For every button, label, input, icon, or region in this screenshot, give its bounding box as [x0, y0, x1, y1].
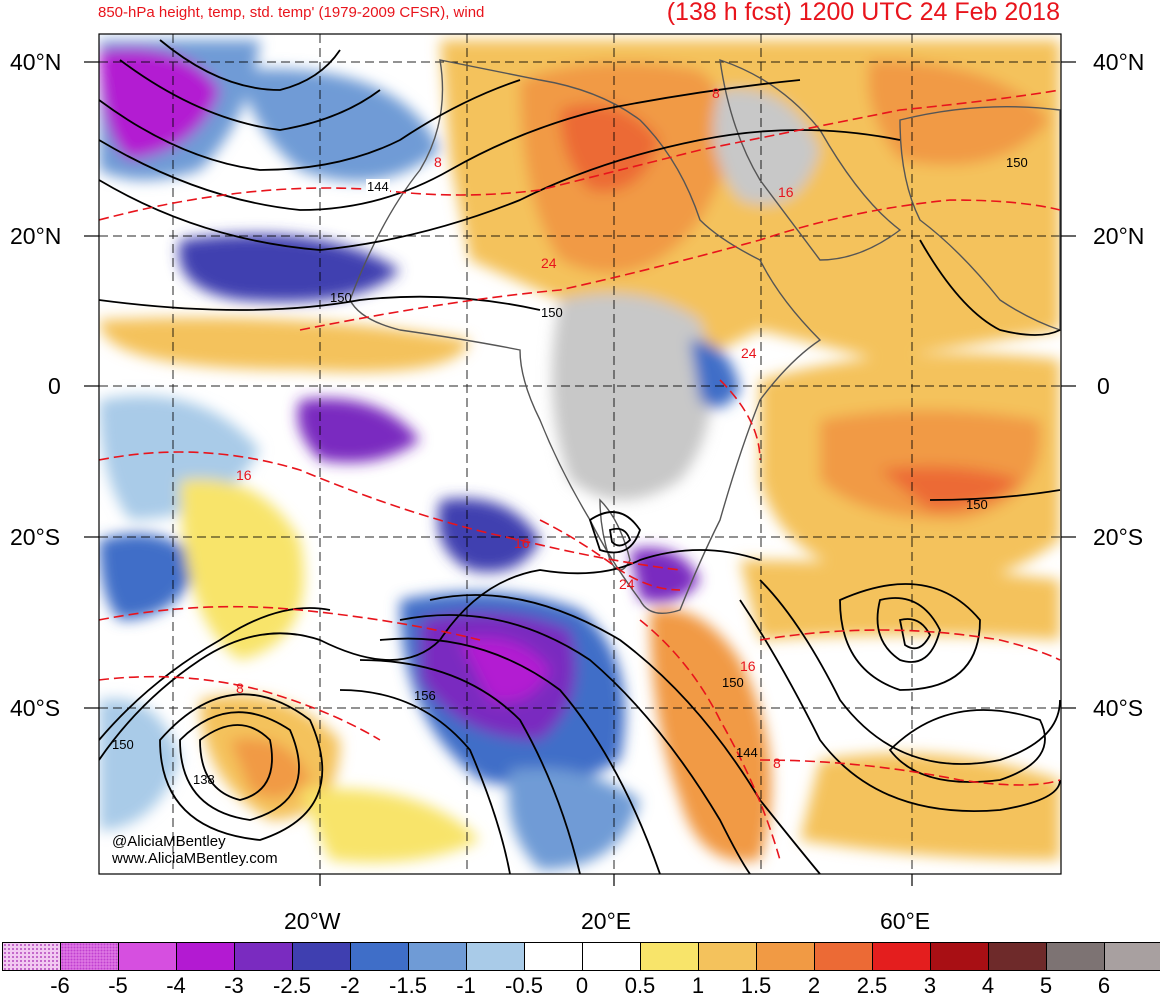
axis-ticks	[84, 61, 1076, 886]
lon-label-60e: 60°E	[880, 908, 931, 934]
height-contour-label: 150	[112, 737, 134, 752]
height-contour-label: 150	[722, 675, 744, 690]
colorbar-swatch	[814, 942, 873, 971]
colorbar-tick-label: -5	[108, 973, 128, 998]
height-contour-label: 144	[366, 179, 390, 194]
temp-contour-label: 24	[741, 345, 757, 361]
temp-contour-label: 8	[773, 755, 781, 771]
colorbar-tick-label: -6	[50, 973, 70, 998]
lon-label-20w: 20°W	[284, 908, 341, 934]
colorbar-tick-label: -4	[166, 973, 186, 998]
height-contour-label: 150	[966, 497, 988, 512]
temperature-anomaly-shading	[99, 40, 1060, 870]
lat-label-40n-right: 40°N	[1093, 49, 1145, 75]
lat-label-20s-left: 20°S	[10, 524, 61, 550]
colorbar-swatch	[756, 942, 815, 971]
colorbar-swatch	[408, 942, 467, 971]
temp-contour-label: 24	[541, 255, 557, 271]
lon-label-20e: 20°E	[581, 908, 632, 934]
forecast-time-title: (138 h fcst) 1200 UTC 24 Feb 2018	[666, 0, 1060, 26]
colorbar-swatch	[872, 942, 931, 971]
colorbar-swatch	[988, 942, 1047, 971]
temperature-contours	[99, 89, 1061, 861]
height-contour-label: 144	[736, 745, 758, 760]
colorbar-swatch	[118, 942, 177, 971]
colorbar-swatch	[930, 942, 989, 971]
colorbar-tick-label: 4	[981, 973, 995, 998]
height-contour-label: 150	[330, 290, 352, 305]
temp-contour-label: 24	[619, 576, 635, 592]
colorbar-swatch	[292, 942, 351, 971]
colorbar-tick-label: -3	[224, 973, 244, 998]
colorbar-swatch	[524, 942, 583, 971]
colorbar-swatch	[1104, 942, 1160, 971]
colorbar-tick-label: -0.5	[505, 973, 543, 998]
colorbar-swatch	[698, 942, 757, 971]
height-contour-label: 156	[414, 688, 436, 703]
colorbar-swatch	[1046, 942, 1105, 971]
author-credit: @AliciaMBentley	[112, 833, 226, 850]
height-contour-label: 138	[193, 772, 215, 787]
colorbar-tick-label: 2	[807, 973, 821, 998]
map-subtitle: 850-hPa height, temp, std. temp' (1979-2…	[98, 4, 485, 21]
colorbar-tick-label: 1.5	[740, 973, 772, 998]
temp-contour-label: 8	[236, 680, 244, 696]
colorbar-swatch	[582, 942, 641, 971]
colorbar-tick-label: 6	[1097, 973, 1111, 998]
colorbar-swatch	[2, 942, 61, 971]
lat-label-20s-right: 20°S	[1093, 524, 1144, 550]
author-website: www.AliciaMBentley.com	[112, 850, 278, 867]
colorbar-swatch	[640, 942, 699, 971]
colorbar-tick-label: -1	[456, 973, 476, 998]
lat-label-40n-left: 40°N	[10, 49, 62, 75]
colorbar-swatch	[466, 942, 525, 971]
colorbar-tick-label: 0	[575, 973, 589, 998]
colorbar-tick-label: 0.5	[624, 973, 656, 998]
temp-contour-label: 16	[236, 467, 252, 483]
lat-label-40s-right: 40°S	[1093, 695, 1144, 721]
colorbar-tick-label: 5	[1039, 973, 1053, 998]
lat-label-eq-right: 0	[1097, 373, 1110, 399]
graticule	[99, 34, 1061, 874]
temp-contour-label: 8	[434, 154, 442, 170]
temp-contour-label: 16	[778, 184, 794, 200]
colorbar-tick-label: -1.5	[389, 973, 427, 998]
temp-contour-label: 16	[514, 535, 530, 551]
colorbar-tick-label: -2.5	[273, 973, 311, 998]
colorbar-tick-label: 2.5	[856, 973, 888, 998]
height-contour-label: 150	[1006, 155, 1028, 170]
map-frame	[98, 33, 1062, 875]
lat-label-20n-right: 20°N	[1093, 223, 1145, 249]
temp-contour-label: 8	[712, 85, 720, 101]
coastlines	[349, 58, 1061, 614]
colorbar-swatch	[176, 942, 235, 971]
height-contour-label: 150	[541, 305, 563, 320]
lat-label-40s-left: 40°S	[10, 695, 61, 721]
lat-label-eq-left: 0	[48, 373, 61, 399]
lat-label-20n-left: 20°N	[10, 223, 62, 249]
colorbar-swatch	[350, 942, 409, 971]
colorbar-tick-label: 3	[923, 973, 937, 998]
colorbar-tick-label: -2	[340, 973, 360, 998]
colorbar-swatch	[234, 942, 293, 971]
temp-contour-label: 16	[740, 658, 756, 674]
colorbar-swatch	[60, 942, 119, 971]
colorbar-tick-label: 1	[691, 973, 705, 998]
